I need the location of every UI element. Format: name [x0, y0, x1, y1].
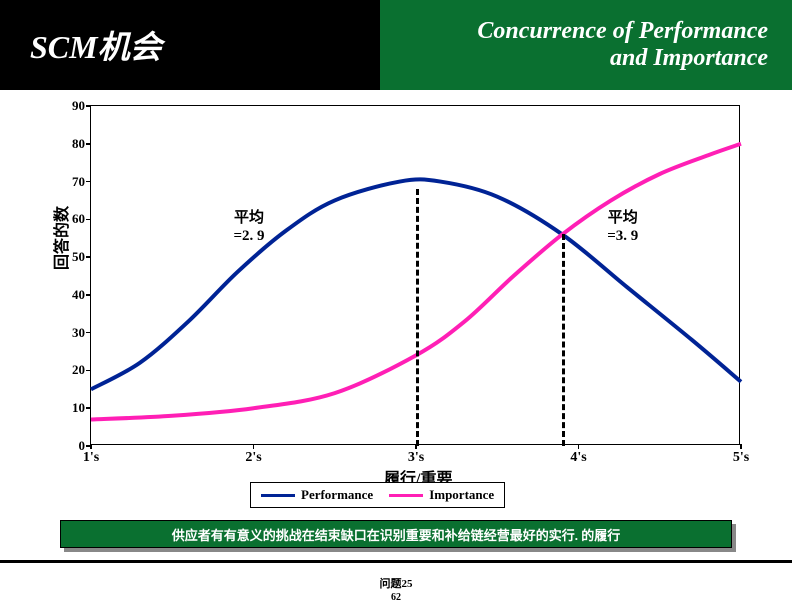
legend-item: Performance — [261, 487, 373, 503]
legend-swatch — [389, 494, 423, 497]
y-tick-mark — [86, 181, 91, 183]
x-tick-mark — [578, 444, 580, 449]
caption-text: 供应者有有意义的挑战在结束缺口在识别重要和补给链经营最好的实行. 的履行 — [60, 520, 732, 548]
chart-plot-area: 01020304050607080901's2's3's4's5's平均=2. … — [90, 105, 740, 445]
header-right: Concurrence of Performanceand Importance — [380, 0, 792, 90]
y-tick-label: 40 — [61, 287, 85, 303]
y-tick-label: 10 — [61, 400, 85, 416]
y-tick-label: 50 — [61, 249, 85, 265]
y-tick-mark — [86, 219, 91, 221]
y-tick-mark — [86, 370, 91, 372]
x-tick-mark — [253, 444, 255, 449]
x-tick-label: 5's — [733, 450, 749, 466]
header: SCM机会 Concurrence of Performanceand Impo… — [0, 0, 792, 90]
title-left: SCM机会 — [30, 22, 162, 68]
x-tick-label: 3's — [408, 450, 424, 466]
divider — [0, 560, 792, 563]
y-tick-mark — [86, 143, 91, 145]
y-tick-label: 20 — [61, 362, 85, 378]
mean-annotation: 平均=2. 9 — [234, 209, 265, 245]
page-number: 62 — [0, 592, 792, 603]
x-tick-mark — [90, 444, 92, 449]
mean-dashed-line — [562, 234, 565, 446]
x-tick-label: 1's — [83, 450, 99, 466]
title-right: Concurrence of Performanceand Importance — [477, 18, 768, 72]
y-tick-label: 70 — [61, 174, 85, 190]
y-tick-label: 80 — [61, 136, 85, 152]
x-tick-mark — [740, 444, 742, 449]
x-tick-label: 4's — [570, 450, 586, 466]
mean-dashed-line — [416, 189, 419, 446]
legend: Performance Importance — [250, 482, 505, 508]
x-tick-label: 2's — [245, 450, 261, 466]
y-tick-mark — [86, 407, 91, 409]
header-left: SCM机会 — [0, 0, 380, 90]
footer-text: 问题25 — [0, 575, 792, 591]
y-tick-mark — [86, 256, 91, 258]
legend-swatch — [261, 494, 295, 497]
y-tick-label: 30 — [61, 325, 85, 341]
legend-item: Importance — [389, 487, 494, 503]
legend-label: Performance — [301, 487, 373, 503]
caption-bar: 供应者有有意义的挑战在结束缺口在识别重要和补给链经营最好的实行. 的履行 — [60, 520, 732, 548]
y-tick-label: 90 — [61, 98, 85, 114]
y-tick-mark — [86, 105, 91, 107]
y-tick-label: 60 — [61, 211, 85, 227]
legend-label: Importance — [429, 487, 494, 503]
y-tick-mark — [86, 294, 91, 296]
y-tick-label: 0 — [61, 438, 85, 454]
y-tick-mark — [86, 332, 91, 334]
mean-annotation: 平均=3. 9 — [607, 209, 638, 245]
